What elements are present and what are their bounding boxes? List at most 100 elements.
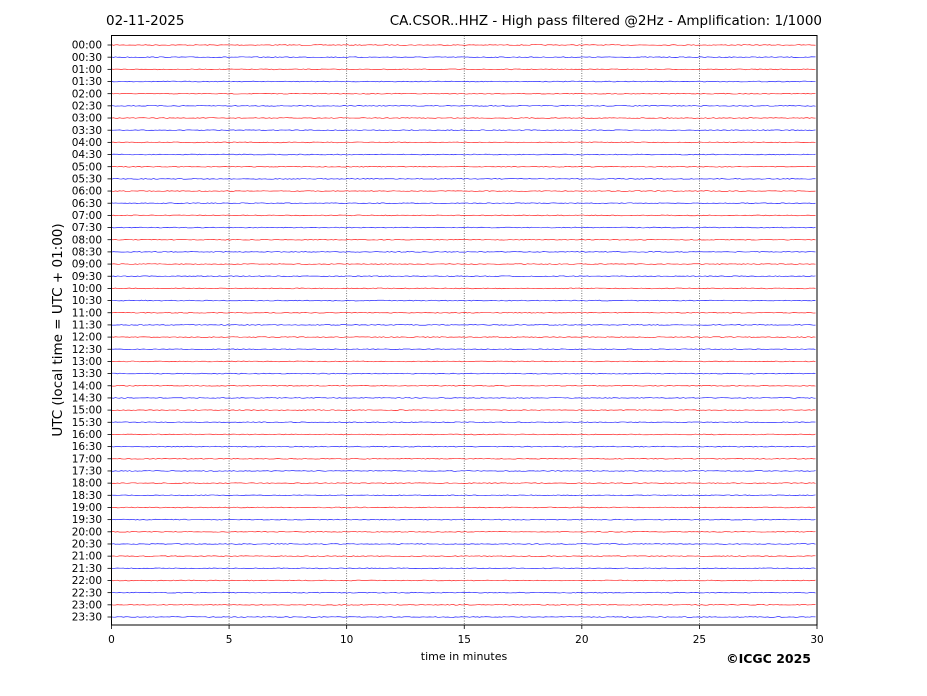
y-tick-label: 22:30: [72, 587, 102, 599]
x-tick-label: 20: [575, 634, 588, 646]
chart-title: CA.CSOR..HHZ - High pass filtered @2Hz -…: [390, 13, 822, 29]
y-tick-label: 10:30: [72, 295, 102, 307]
y-tick-label: 07:00: [72, 210, 102, 222]
x-tick-label: 0: [108, 634, 115, 646]
y-tick-label: 04:30: [72, 149, 102, 161]
y-tick-label: 23:30: [72, 612, 102, 624]
y-tick-label: 20:30: [72, 539, 102, 551]
y-tick-label: 17:00: [72, 453, 102, 465]
traces: [111, 44, 816, 618]
x-tick-label: 30: [810, 634, 823, 646]
y-tick-label: 07:30: [72, 222, 102, 234]
trace-1530: [111, 421, 816, 424]
trace-0030: [111, 56, 816, 58]
trace-1930: [111, 518, 816, 521]
trace-0000: [111, 44, 816, 46]
trace-2030: [111, 543, 816, 545]
y-tick-label: 17:30: [72, 466, 102, 478]
trace-1030: [111, 299, 816, 302]
y-tick-label: 13:00: [72, 356, 102, 368]
trace-0830: [111, 251, 816, 253]
trace-0630: [111, 202, 816, 204]
trace-0430: [111, 153, 816, 156]
y-tick-label: 01:00: [72, 64, 102, 76]
trace-2330: [111, 616, 816, 618]
trace-1500: [111, 409, 816, 411]
y-tick-label: 12:30: [72, 344, 102, 356]
trace-1700: [111, 458, 816, 460]
trace-0130: [111, 80, 816, 83]
y-tick-label: 11:30: [72, 320, 102, 332]
y-tick-label: 00:30: [72, 52, 102, 64]
trace-1330: [111, 372, 816, 375]
trace-1300: [111, 360, 816, 363]
y-tick-label: 11:00: [72, 307, 102, 319]
y-tick-label: 04:00: [72, 137, 102, 149]
x-axis-label: time in minutes: [421, 650, 508, 663]
trace-1100: [111, 311, 816, 314]
trace-1800: [111, 482, 816, 484]
y-tick-label: 06:00: [72, 186, 102, 198]
trace-2130: [111, 567, 816, 570]
trace-1730: [111, 470, 816, 472]
trace-2300: [111, 604, 816, 606]
y-tick-label: 00:00: [72, 40, 102, 52]
y-tick-label: 21:00: [72, 551, 102, 563]
trace-1000: [111, 287, 816, 290]
x-tick-label: 10: [340, 634, 353, 646]
x-tick-label: 15: [458, 634, 471, 646]
trace-1900: [111, 506, 816, 509]
y-axis: 00:0000:3001:0001:3002:0002:3003:0003:30…: [72, 40, 112, 624]
copyright: ©ICGC 2025: [726, 651, 811, 666]
y-tick-label: 20:00: [72, 526, 102, 538]
trace-2200: [111, 579, 816, 582]
y-tick-label: 05:30: [72, 173, 102, 185]
trace-1830: [111, 494, 816, 497]
y-tick-label: 03:30: [72, 125, 102, 137]
y-tick-label: 14:30: [72, 393, 102, 405]
y-tick-label: 09:00: [72, 259, 102, 271]
date-label: 02-11-2025: [106, 13, 184, 29]
y-tick-label: 09:30: [72, 271, 102, 283]
trace-0900: [111, 263, 816, 265]
x-axis: 0 5 10 15 20 25 30: [108, 625, 824, 646]
y-tick-label: 14:00: [72, 380, 102, 392]
trace-1230: [111, 348, 816, 351]
y-tick-label: 18:00: [72, 478, 102, 490]
trace-0530: [111, 178, 816, 180]
y-axis-label: UTC (local time = UTC + 01:00): [50, 223, 66, 436]
y-tick-label: 03:00: [72, 113, 102, 125]
trace-0300: [111, 117, 816, 119]
trace-1630: [111, 445, 816, 448]
trace-1600: [111, 433, 816, 436]
y-tick-label: 01:30: [72, 76, 102, 88]
trace-2000: [111, 531, 816, 533]
y-tick-label: 12:00: [72, 332, 102, 344]
trace-1130: [111, 324, 816, 326]
trace-0930: [111, 275, 816, 277]
trace-1200: [111, 336, 816, 338]
x-tick-label: 25: [693, 634, 706, 646]
trace-2100: [111, 555, 816, 557]
trace-0230: [111, 105, 816, 107]
y-tick-label: 08:00: [72, 234, 102, 246]
y-tick-label: 02:00: [72, 88, 102, 100]
trace-1430: [111, 397, 816, 399]
y-tick-label: 22:00: [72, 575, 102, 587]
trace-0100: [111, 68, 816, 71]
y-tick-label: 21:30: [72, 563, 102, 575]
trace-0800: [111, 238, 816, 241]
y-tick-label: 06:30: [72, 198, 102, 210]
y-tick-label: 16:30: [72, 441, 102, 453]
y-tick-label: 05:00: [72, 161, 102, 173]
y-tick-label: 18:30: [72, 490, 102, 502]
trace-0730: [111, 226, 816, 229]
trace-0500: [111, 165, 816, 168]
y-tick-label: 02:30: [72, 100, 102, 112]
trace-2230: [111, 591, 816, 594]
y-tick-label: 08:30: [72, 246, 102, 258]
trace-1400: [111, 385, 816, 387]
trace-0600: [111, 190, 816, 192]
y-tick-label: 23:00: [72, 599, 102, 611]
